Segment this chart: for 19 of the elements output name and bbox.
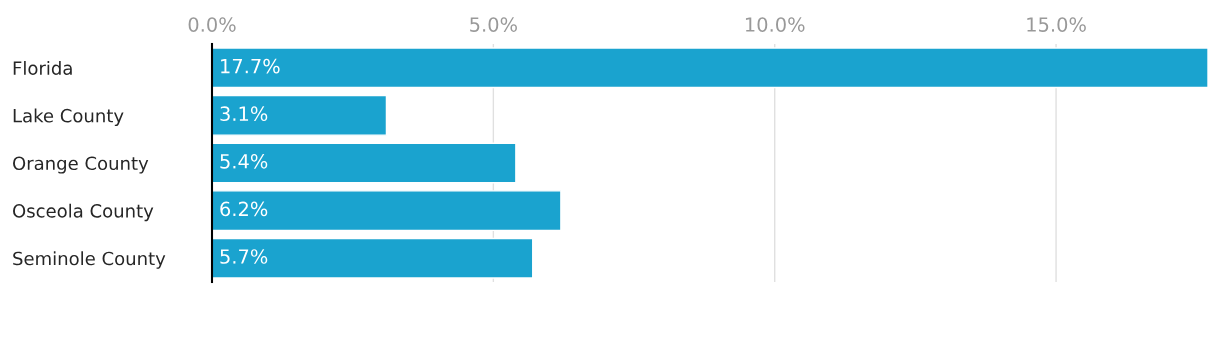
x-tick-label: 5.0% <box>470 17 517 32</box>
y-tick-label: Seminole County <box>13 251 166 269</box>
x-tick-label: 15.0% <box>1027 17 1086 32</box>
bar <box>212 94 388 136</box>
y-tick-label: Osceola County <box>13 203 154 222</box>
x-tick-label: 10.0% <box>745 17 805 32</box>
data-label: 3.1% <box>220 106 268 122</box>
y-tick-label: Orange County <box>13 156 149 174</box>
x-tick-label: 0.0% <box>188 17 236 32</box>
bar <box>212 47 1208 89</box>
data-label: 6.2% <box>220 201 268 217</box>
y-tick-label: Lake County <box>13 108 124 127</box>
data-label: 17.7% <box>221 58 280 74</box>
bar <box>212 190 562 232</box>
data-label: 5.7% <box>220 249 268 264</box>
bar <box>212 237 534 279</box>
bar <box>212 142 517 184</box>
y-tick-label: Florida <box>13 60 72 75</box>
data-label: 5.4% <box>220 153 268 169</box>
